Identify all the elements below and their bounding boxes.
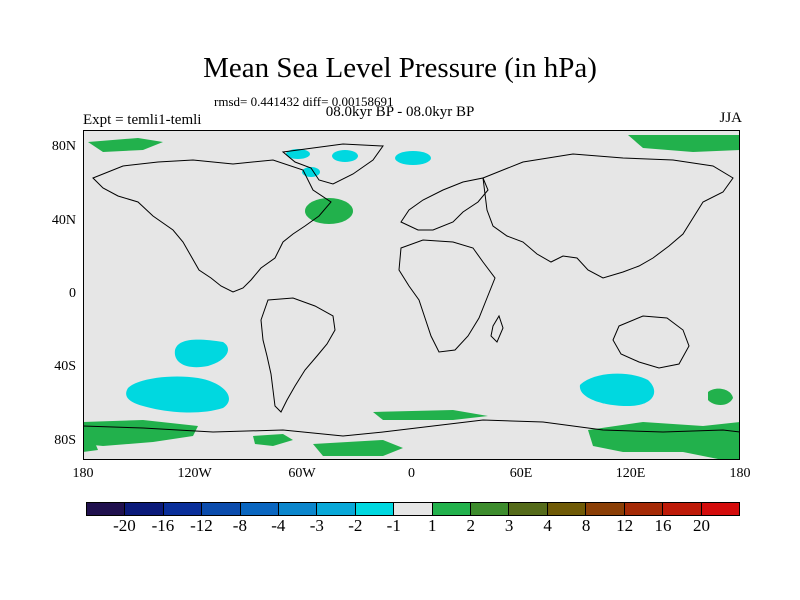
anomaly-layer [83, 135, 740, 460]
colorbar-label: 4 [543, 516, 552, 535]
y-tick-label: 0 [69, 286, 76, 301]
colorbar-label: 12 [616, 516, 634, 535]
x-tick-label: 60E [509, 466, 533, 481]
colorbar-label: -20 [113, 516, 136, 535]
colorbar-swatch [240, 503, 280, 515]
colorbar-swatch [509, 503, 548, 515]
stats-label: rmsd= 0.441432 diff= 0.00158691 [214, 94, 394, 109]
colorbar-swatch [394, 503, 433, 515]
colorbar-swatch [624, 503, 664, 515]
colorbar-label: 16 [654, 516, 672, 535]
map-frame [83, 130, 740, 460]
colorbar-label: -1 [386, 516, 401, 535]
anomaly-antarctic-5 [83, 438, 98, 452]
season-label: JJA [719, 110, 742, 126]
y-tick-label: 40S [54, 359, 76, 375]
colorbar-swatch [279, 503, 318, 515]
experiment-label: Expt = temli1-temli [83, 112, 202, 128]
colorbar-swatch [471, 503, 510, 515]
colorbar-label: -8 [232, 516, 247, 535]
colorbar-label: 20 [693, 516, 711, 535]
anomaly-south-pacific-2 [126, 376, 229, 413]
anomaly-arctic-east [628, 135, 740, 152]
colorbar-swatch [355, 503, 395, 515]
world-map [83, 130, 740, 460]
y-tick-label: 40N [51, 212, 76, 228]
colorbar-swatch [701, 503, 739, 515]
colorbar-label: 3 [504, 516, 514, 535]
y-tick-label: 80S [54, 432, 76, 448]
colorbar-swatch [125, 503, 164, 515]
colorbar-swatch [163, 503, 203, 515]
y-tick-label: 80N [51, 139, 76, 155]
colorbar-swatch [547, 503, 587, 515]
anomaly-antarctic-4 [708, 388, 733, 405]
anomaly-antarctic-3 [373, 410, 488, 420]
colorbar-label: -4 [271, 516, 286, 535]
anomaly-south-indian [579, 373, 655, 406]
colorbar-label: -2 [348, 516, 363, 535]
anomaly-antarctic-2 [313, 440, 403, 456]
anomaly-antarctic-east [588, 422, 740, 460]
x-tick-label: 60W [288, 466, 316, 481]
colorbar-label: 8 [581, 516, 591, 535]
colorbar-swatch [663, 503, 702, 515]
anomaly-greenland-1 [286, 149, 310, 159]
colorbar [86, 502, 740, 516]
colorbar-label: -16 [151, 516, 175, 535]
x-tick-label: 120W [177, 466, 212, 481]
anomaly-greenland-2 [332, 150, 358, 162]
x-tick-label: 120E [615, 466, 646, 481]
x-tick-label: 180 [729, 466, 751, 481]
x-tick-label: 0 [408, 466, 415, 481]
coastlines [83, 143, 740, 437]
anomaly-arctic-west [88, 138, 163, 152]
colorbar-swatch [432, 503, 472, 515]
figure-title: Mean Sea Level Pressure (in hPa) [203, 52, 597, 84]
colorbar-label: 2 [466, 516, 475, 535]
colorbar-swatch [87, 503, 126, 515]
anomaly-north-atlantic [305, 198, 353, 224]
anomaly-greenland-3 [395, 151, 431, 165]
x-tick-label: 180 [72, 466, 94, 481]
colorbar-label: -3 [309, 516, 324, 535]
colorbar-label: 1 [427, 516, 437, 535]
colorbar-label: -12 [190, 516, 213, 535]
period-label: 08.0kyr BP - 08.0kyr BP [325, 104, 475, 120]
colorbar-swatch [202, 503, 241, 515]
colorbar-swatch [586, 503, 625, 515]
anomaly-antarctic-1 [253, 434, 293, 446]
anomaly-south-pacific-1 [174, 339, 228, 368]
colorbar-swatch [317, 503, 356, 515]
